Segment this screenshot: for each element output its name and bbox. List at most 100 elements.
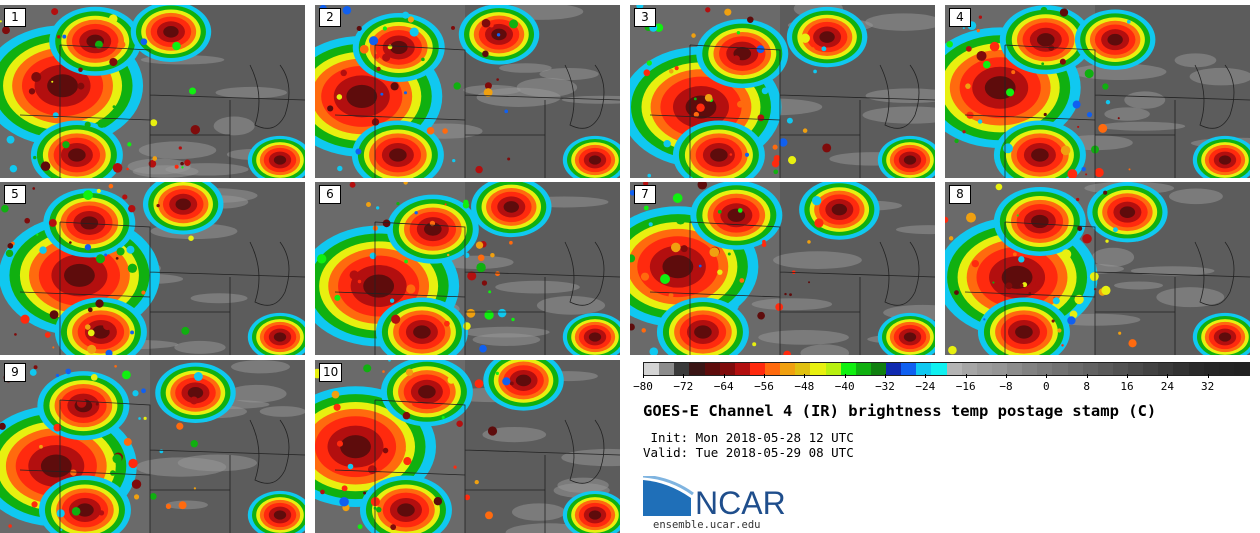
ncar-logo-swoosh-icon xyxy=(643,480,691,516)
colorbar-tick-mark xyxy=(925,374,927,378)
colorbar-swatch xyxy=(870,363,886,375)
colorbar-tick-label: 16 xyxy=(1120,380,1134,393)
colorbar-swatch xyxy=(916,363,932,375)
colorbar-tick-labels: −80 −72 −64 −56 −48 −40 −32 −24 −16 −8 0 8 16 24 32 xyxy=(633,380,1248,394)
ir-map xyxy=(315,182,620,355)
colorbar-tick-mark xyxy=(723,374,725,378)
colorbar-swatch xyxy=(659,363,675,375)
map-panel-8: 8 xyxy=(945,182,1250,355)
colorbar-swatch xyxy=(734,363,750,375)
colorbar-tick-label: −8 xyxy=(999,380,1013,393)
colorbar-swatch xyxy=(825,363,841,375)
colorbar-tick-mark xyxy=(1046,374,1048,378)
map-panel-6: 6 xyxy=(315,182,620,355)
panel-label: 2 xyxy=(319,8,341,27)
colorbar-swatch xyxy=(780,363,796,375)
colorbar-swatch xyxy=(1052,363,1068,375)
colorbar-tick-label: 24 xyxy=(1160,380,1174,393)
ir-map xyxy=(945,182,1250,355)
colorbar-tick-label: 8 xyxy=(1083,380,1090,393)
panel-label: 10 xyxy=(319,363,343,382)
colorbar-swatch xyxy=(795,363,811,375)
colorbar-swatch xyxy=(1007,363,1023,375)
colorbar-swatch xyxy=(931,363,947,375)
colorbar-swatch xyxy=(855,363,871,375)
panel-label: 9 xyxy=(4,363,26,382)
colorbar-swatch xyxy=(749,363,765,375)
colorbar-tick-mark xyxy=(885,374,886,378)
site-url: ensemble.ucar.edu xyxy=(653,519,761,531)
panel-label: 3 xyxy=(634,8,656,27)
ir-map xyxy=(945,5,1250,178)
ncar-logo-text: NCAR xyxy=(695,485,786,518)
colorbar-swatch xyxy=(1188,363,1204,375)
colorbar-swatch xyxy=(1112,363,1128,375)
map-panel-10: 10 xyxy=(315,360,620,533)
colorbar-swatch xyxy=(644,363,660,375)
colorbar-tick-label: −48 xyxy=(794,380,815,393)
map-panel-1: 1 xyxy=(0,5,305,178)
colorbar-tick-label: −24 xyxy=(915,380,936,393)
colorbar-swatch xyxy=(719,363,735,375)
ir-map xyxy=(0,5,305,178)
colorbar-tick-mark xyxy=(804,374,806,378)
colorbar-swatch xyxy=(1128,363,1144,375)
colorbar xyxy=(643,362,1250,376)
colorbar-tick-label: −80 xyxy=(633,380,653,393)
colorbar-swatch xyxy=(1218,363,1234,375)
map-panel-3: 3 xyxy=(630,5,935,178)
map-panel-2: 2 xyxy=(315,5,620,178)
colorbar-swatch xyxy=(901,363,917,375)
init-time: Init: Mon 2018-05-28 12 UTC xyxy=(643,430,854,445)
colorbar-tick-label: −16 xyxy=(955,380,976,393)
panel-label: 6 xyxy=(319,185,341,204)
ir-map xyxy=(315,5,620,178)
map-panel-7: 7 xyxy=(630,182,935,355)
ir-map xyxy=(630,5,935,178)
colorbar-swatch xyxy=(1097,363,1113,375)
ir-map xyxy=(0,360,305,533)
ncar-logo: NCAR xyxy=(643,476,786,518)
colorbar-swatch xyxy=(1037,363,1053,375)
colorbar-swatch xyxy=(1233,363,1249,375)
colorbar-swatch xyxy=(1173,363,1189,375)
colorbar-tick-label: −40 xyxy=(834,380,855,393)
colorbar-swatch xyxy=(1067,363,1083,375)
figure-title: GOES-E Channel 4 (IR) brightness temp po… xyxy=(643,402,1157,420)
colorbar-tick-mark xyxy=(1127,374,1128,378)
colorbar-tick-mark xyxy=(965,374,967,378)
colorbar-swatch xyxy=(840,363,856,375)
colorbar-tick-label: −64 xyxy=(713,380,734,393)
colorbar-tick-mark xyxy=(1006,374,1007,378)
colorbar-swatch xyxy=(946,363,962,375)
colorbar-tick-label: 0 xyxy=(1043,380,1050,393)
colorbar-tick-mark xyxy=(1167,374,1169,378)
colorbar-tick-mark xyxy=(1207,374,1209,378)
panel-label: 4 xyxy=(949,8,971,27)
colorbar-swatch xyxy=(765,363,781,375)
colorbar-tick-label: −72 xyxy=(673,380,694,393)
valid-time: Valid: Tue 2018-05-29 08 UTC xyxy=(643,445,854,460)
panel-label: 1 xyxy=(4,8,26,27)
colorbar-swatch xyxy=(1158,363,1174,375)
ir-map xyxy=(315,360,620,533)
colorbar-swatch xyxy=(1082,363,1098,375)
colorbar-tick-mark xyxy=(683,374,685,378)
colorbar-swatch xyxy=(704,363,720,375)
colorbar-swatch xyxy=(1022,363,1038,375)
map-panel-4: 4 xyxy=(945,5,1250,178)
ir-map xyxy=(630,182,935,355)
colorbar-swatch xyxy=(886,363,902,375)
panel-label: 8 xyxy=(949,185,971,204)
colorbar-swatch xyxy=(991,363,1007,375)
colorbar-tick-mark xyxy=(643,374,644,378)
map-panel-9: 9 xyxy=(0,360,305,533)
colorbar-tick-mark xyxy=(844,374,846,378)
colorbar-tick-label: −32 xyxy=(875,380,895,393)
colorbar-tick-label: −56 xyxy=(754,380,774,393)
colorbar-swatch xyxy=(689,363,705,375)
map-panel-5: 5 xyxy=(0,182,305,355)
colorbar-swatch xyxy=(674,363,690,375)
colorbar-tick-mark xyxy=(1086,374,1088,378)
ir-map xyxy=(0,182,305,355)
